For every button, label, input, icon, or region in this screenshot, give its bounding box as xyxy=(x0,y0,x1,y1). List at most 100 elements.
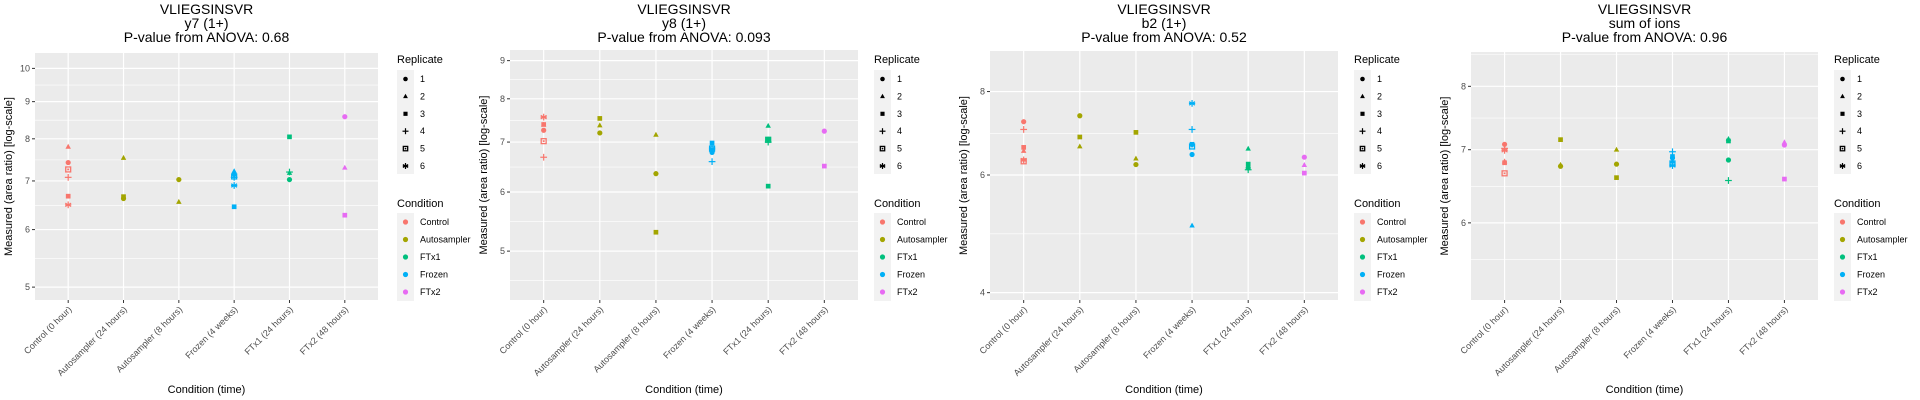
legend-label: 2 xyxy=(1377,91,1382,101)
legend-label: 1 xyxy=(1857,74,1862,84)
legend-title-condition: Condition xyxy=(1834,198,1880,210)
data-point xyxy=(1557,161,1564,167)
legend-title-replicate: Replicate xyxy=(397,54,443,66)
legend-color-dot-icon xyxy=(1359,254,1366,260)
data-point xyxy=(1077,143,1083,149)
legend-label: Frozen xyxy=(420,270,448,280)
legend-key-background xyxy=(397,70,414,174)
legend-label: FTx2 xyxy=(1377,287,1398,297)
y-tick-label: 7 xyxy=(1461,145,1466,155)
legend-label: 6 xyxy=(1377,161,1382,171)
data-point xyxy=(120,154,127,160)
y-tick-label: 7 xyxy=(500,137,505,147)
data-point xyxy=(65,166,72,173)
x-tick-label: Control (0 hour) xyxy=(1458,304,1510,356)
data-point xyxy=(1726,138,1731,144)
legend-label: 1 xyxy=(897,74,902,84)
y-tick-label: 10 xyxy=(20,63,30,73)
chart-title-line-2: sum of ions xyxy=(1609,15,1681,31)
legend-shape-boxed-x-icon xyxy=(879,145,886,152)
x-tick-label: FTx1 (24 hours) xyxy=(1201,304,1253,356)
legend-shape-square-icon xyxy=(880,111,885,116)
data-point xyxy=(821,128,827,134)
data-point xyxy=(231,168,237,174)
legend-title-condition: Condition xyxy=(874,198,920,210)
chart-title-line-3: P-value from ANOVA: 0.52 xyxy=(1081,29,1247,45)
legend-shape-plus-icon xyxy=(879,128,886,135)
legend-shape-plus-icon xyxy=(402,128,409,135)
data-point xyxy=(230,182,238,189)
data-point xyxy=(1020,156,1027,164)
legend-key-background xyxy=(1834,70,1851,174)
data-point xyxy=(765,136,772,143)
y-tick-label: 9 xyxy=(500,56,505,66)
data-point xyxy=(1021,145,1027,150)
data-point xyxy=(765,183,771,189)
plot-background xyxy=(1471,52,1818,300)
legend-label: 4 xyxy=(420,126,425,136)
data-point xyxy=(653,229,659,235)
data-point xyxy=(1725,157,1732,163)
legend-label: 3 xyxy=(1857,109,1862,119)
legend-label: 3 xyxy=(897,109,902,119)
data-point xyxy=(821,163,827,169)
legend-label: Control xyxy=(1857,217,1886,227)
legend-label: 5 xyxy=(897,144,902,154)
data-point xyxy=(541,127,547,133)
legend-label: Autosampler xyxy=(1857,235,1908,245)
x-tick-label: FTx2 (48 hours) xyxy=(1737,304,1789,356)
y-tick-label: 6 xyxy=(1461,218,1466,228)
legend-label: Frozen xyxy=(897,270,925,280)
data-point xyxy=(1133,161,1139,168)
y-tick-label: 6 xyxy=(980,170,985,180)
legend: Replicate 1 2 3 4 5 6 Condition Control Autosampl… xyxy=(397,54,471,301)
plot-background xyxy=(35,53,378,300)
x-tick-label: FTx1 (24 hours) xyxy=(1682,304,1734,356)
x-axis-title: Condition (time) xyxy=(168,384,246,396)
legend-title-replicate: Replicate xyxy=(1834,54,1880,66)
y-tick-label: 8 xyxy=(500,94,505,104)
legend-color-dot-icon xyxy=(402,219,409,225)
legend-color-dot-icon xyxy=(1839,289,1846,295)
legend-label: FTx1 xyxy=(420,252,441,262)
x-tick-label: Frozen (4 weeks) xyxy=(1141,304,1197,360)
data-point xyxy=(65,143,71,149)
legend-shape-square-icon xyxy=(403,111,408,116)
legend-label: Frozen xyxy=(1857,270,1885,280)
legend-label: Autosampler xyxy=(420,235,471,245)
legend: Replicate 1 2 3 4 5 6 Condition Control Autosampl… xyxy=(1354,54,1428,301)
legend-label: FTx1 xyxy=(1377,252,1398,262)
data-point xyxy=(1501,147,1508,154)
data-point xyxy=(1020,147,1027,153)
legend-label: 6 xyxy=(1857,161,1862,171)
data-point xyxy=(1301,170,1307,176)
legend-color-dot-icon xyxy=(879,219,886,225)
legend-color-dot-icon xyxy=(402,236,409,243)
data-point xyxy=(231,204,237,210)
legend-label: 2 xyxy=(1857,91,1862,101)
data-point xyxy=(708,158,716,166)
data-point xyxy=(1301,162,1308,167)
data-point xyxy=(1077,134,1083,140)
y-axis-title: Measured (area ratio) [log-scale] xyxy=(478,96,490,255)
legend-shape-asterisk-icon xyxy=(402,163,409,169)
legend-label: FTx2 xyxy=(1857,287,1878,297)
legend-label: 5 xyxy=(1377,144,1382,154)
data-point xyxy=(1188,100,1196,107)
x-tick-label: FTx2 (48 hours) xyxy=(1257,304,1309,356)
data-point xyxy=(1133,130,1139,135)
legend-color-dot-icon xyxy=(1359,271,1366,278)
legend-label: FTx1 xyxy=(1857,252,1878,262)
x-tick-label: Frozen (4 weeks) xyxy=(183,304,239,360)
legend-color-dot-icon xyxy=(1359,219,1366,225)
chart-title-line-3: P-value from ANOVA: 0.96 xyxy=(1562,29,1728,45)
legend-label: 2 xyxy=(420,91,425,101)
data-point xyxy=(1133,155,1139,161)
y-axis-title: Measured (area ratio) [log-scale] xyxy=(958,96,970,255)
legend-shape-boxed-x-icon xyxy=(1839,145,1846,152)
legend-label: 4 xyxy=(1857,126,1862,136)
y-tick-label: 4 xyxy=(980,288,985,298)
chart-title-line-3: P-value from ANOVA: 0.093 xyxy=(597,29,770,45)
data-point xyxy=(1558,137,1563,142)
